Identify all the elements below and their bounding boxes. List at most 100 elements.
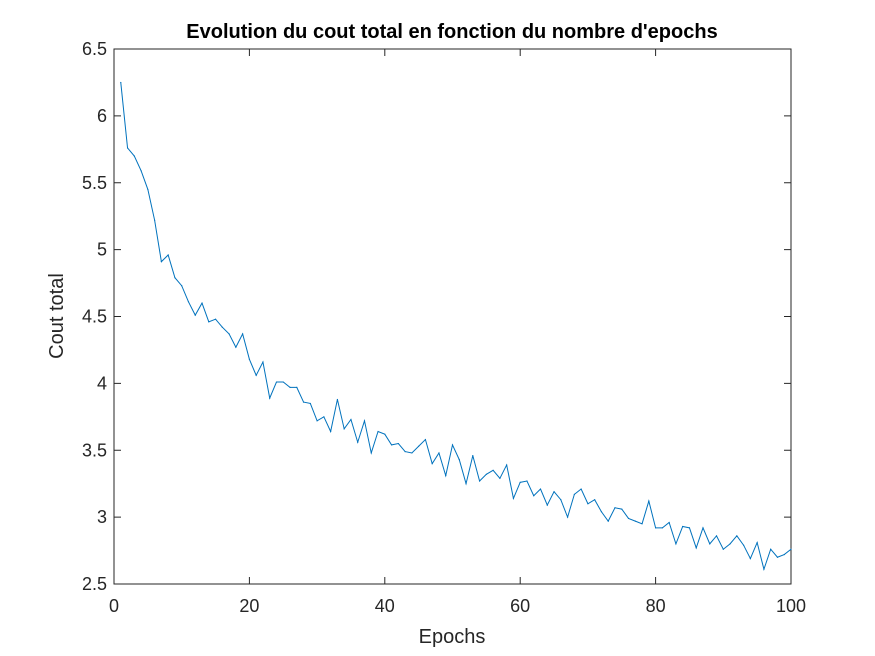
x-axis-label: Epochs [419, 626, 486, 648]
data-point [499, 477, 501, 479]
data-point [343, 428, 345, 430]
x-axis: 0 20 40 60 80 100 [109, 49, 806, 616]
data-point [221, 326, 223, 328]
data-point [242, 333, 244, 335]
data-point [160, 261, 162, 263]
y-axis: 2.5 3 3.5 4 4.5 5 5.5 6 6.5 [82, 39, 791, 594]
data-point [790, 548, 792, 550]
data-point [472, 455, 474, 457]
data-point [181, 285, 183, 287]
data-point [208, 321, 210, 323]
data-point [506, 464, 508, 466]
y-tick-label: 4.5 [82, 307, 107, 327]
y-tick-label: 5 [97, 240, 107, 260]
data-point [668, 521, 670, 524]
data-point [600, 511, 603, 513]
data-point [174, 277, 176, 279]
series-line [120, 82, 792, 572]
data-point [756, 541, 758, 544]
data-point [323, 416, 325, 418]
y-tick-label: 3.5 [82, 440, 107, 460]
data-point [282, 381, 284, 383]
data-point [749, 557, 751, 560]
y-axis-label: Cout total [46, 273, 68, 359]
data-point [526, 480, 528, 482]
data-point [147, 188, 149, 191]
data-point [154, 219, 156, 221]
data-point [390, 444, 393, 446]
data-point [553, 491, 555, 493]
data-point [573, 493, 575, 495]
data-point [607, 520, 609, 522]
data-point [709, 543, 711, 545]
data-point [634, 520, 636, 522]
data-point [289, 386, 291, 388]
data-point [418, 445, 420, 447]
data-point [776, 556, 779, 558]
y-tick-label: 3 [97, 507, 107, 527]
data-point [330, 430, 332, 433]
chart-title: Evolution du cout total en fonction du n… [186, 21, 717, 43]
data-point [546, 504, 548, 506]
data-point [214, 318, 217, 320]
data-point [539, 488, 542, 490]
x-tick-label: 40 [375, 596, 395, 616]
data-point [594, 499, 596, 501]
data-point [451, 444, 454, 446]
data-point [485, 473, 487, 475]
data-point [533, 495, 535, 497]
data-point [478, 480, 481, 482]
data-point [736, 535, 738, 537]
data-point [336, 398, 339, 401]
data-point [120, 81, 122, 84]
data-point [384, 433, 386, 435]
x-tick-label: 60 [510, 596, 530, 616]
data-point [512, 497, 515, 499]
data-point [715, 535, 718, 537]
data-point [370, 452, 372, 454]
data-point [783, 553, 785, 556]
data-point [275, 381, 278, 383]
data-point [580, 488, 582, 490]
y-tick-label: 2.5 [82, 574, 107, 594]
data-point [302, 401, 305, 403]
data-point [688, 527, 691, 529]
data-point [431, 463, 433, 465]
data-point [655, 527, 657, 529]
x-tick-label: 0 [109, 596, 119, 616]
data-point [357, 441, 359, 443]
data-point [316, 420, 318, 422]
data-point [350, 418, 352, 421]
data-point [438, 452, 440, 454]
data-point [187, 301, 190, 303]
data-point [648, 500, 650, 502]
y-tick-label: 6.5 [82, 39, 107, 59]
y-tick-label: 4 [97, 373, 107, 393]
data-point [566, 516, 569, 518]
data-point [675, 543, 677, 545]
data-point [309, 402, 311, 405]
data-point [201, 302, 203, 304]
data-point [587, 503, 589, 505]
data-point [743, 544, 745, 546]
data-point [269, 397, 271, 399]
data-point [363, 420, 366, 422]
data-point [235, 346, 237, 348]
data-point [404, 450, 406, 453]
data-point [695, 547, 697, 549]
data-point [445, 475, 447, 477]
data-point [614, 507, 616, 509]
data-point [424, 438, 427, 441]
data-point [397, 442, 399, 445]
data-point [627, 517, 630, 520]
data-point [682, 525, 684, 528]
data-point [248, 358, 250, 360]
data-point [126, 147, 129, 149]
data-point [661, 527, 663, 529]
x-tick-label: 100 [776, 596, 806, 616]
data-point [255, 374, 257, 376]
x-tick-label: 80 [646, 596, 666, 616]
data-point [641, 523, 643, 525]
data-point [296, 386, 298, 388]
plot-area [113, 48, 792, 585]
